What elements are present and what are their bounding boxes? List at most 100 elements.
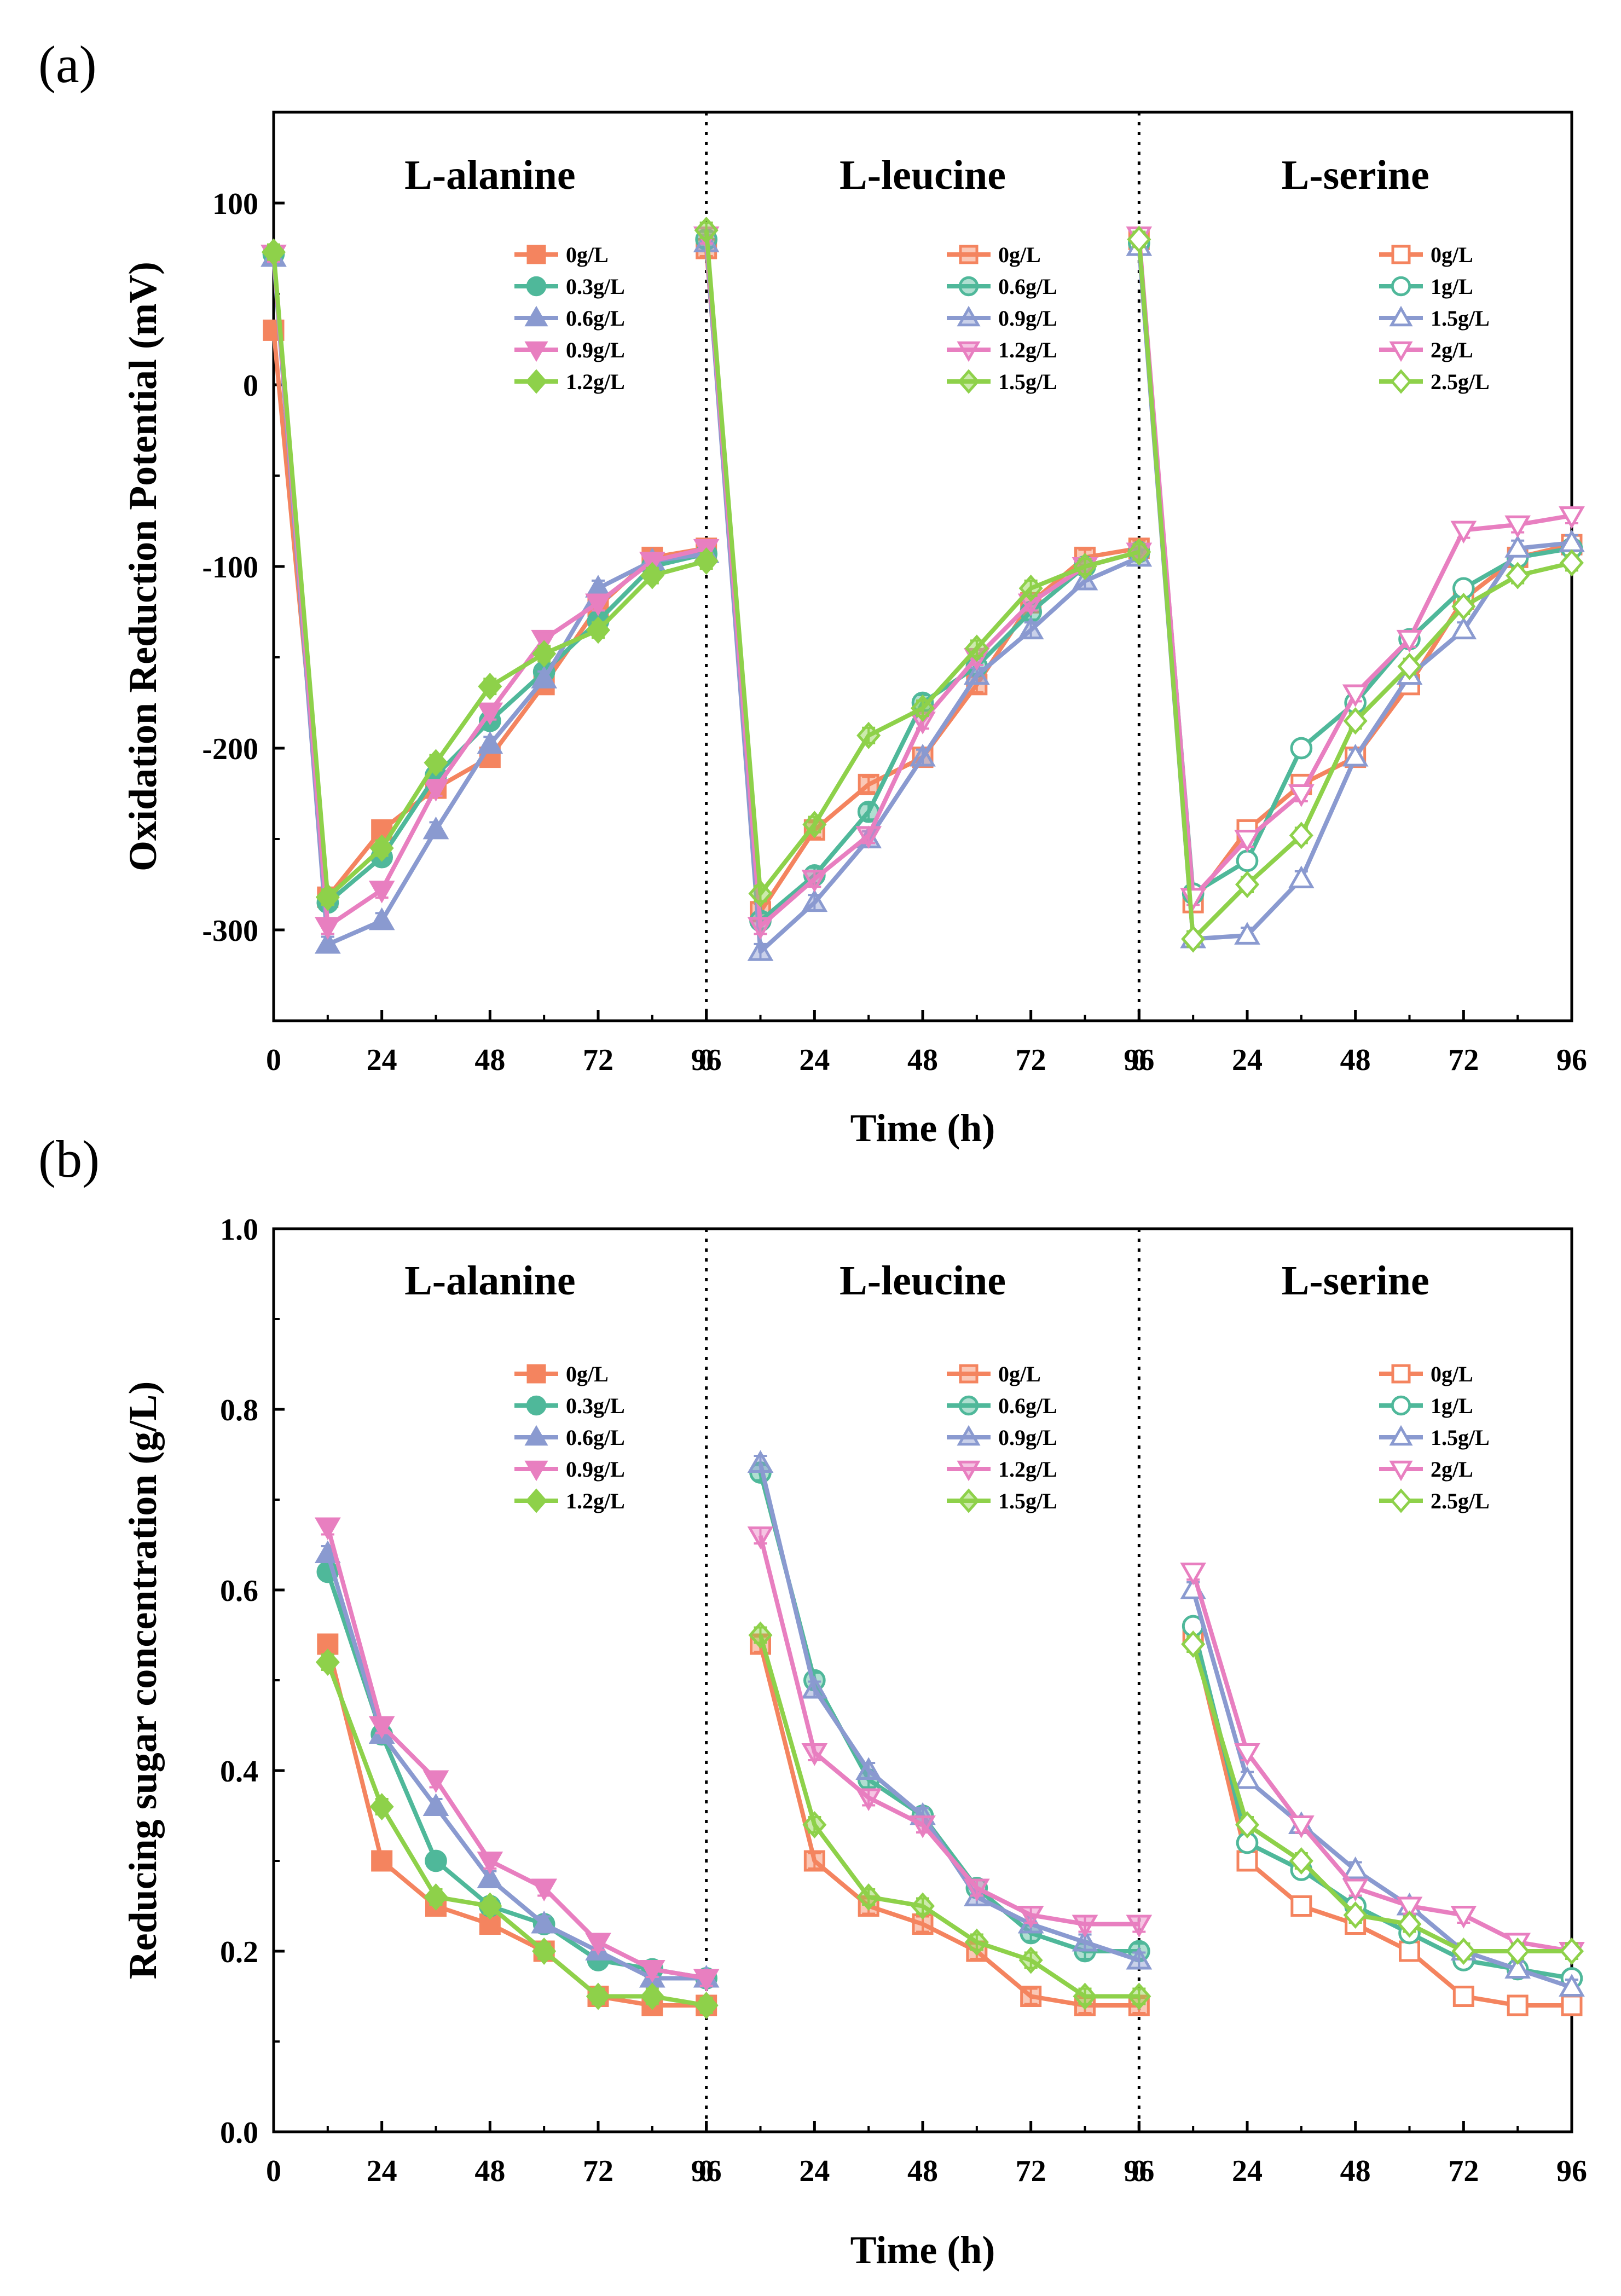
data-point [1559,1974,1585,1997]
x-tick-label: 24 [1232,1043,1263,1077]
data-point [1234,922,1260,945]
legend-marker [526,1364,546,1384]
data-point [314,1517,341,1541]
series-line [271,253,707,929]
data-point [1017,1906,1044,1929]
data-point [477,1852,503,1875]
legend-marker [526,245,546,264]
data-point [368,907,395,930]
data-point [694,1991,719,2020]
y-tick-label: 1.0 [220,1213,258,1247]
data-point [368,1716,395,1739]
legend-marker [526,1395,547,1416]
x-tick-label: 0 [266,2154,281,2188]
series-line [758,1463,1140,1963]
data-point [963,1878,990,1902]
legend-label: 1.5g/L [998,369,1057,394]
series-0.9g/L: 0.9g/L [693,229,1153,961]
series-line [758,1634,1139,1999]
data-point [640,562,664,589]
x-tick-label: 96 [1124,2154,1154,2188]
data-point [1342,1878,1369,1902]
x-tick-label: 72 [1448,1043,1479,1077]
legend-marker [958,369,980,394]
group-l-leucine: 0 24 48 72 96 L-leucine 0g/L 0.6g/L 0.9g/L 1.2g/L… [699,1258,1155,2188]
legend-marker [525,1488,547,1513]
data-point [314,930,341,954]
panel-label: (b) [38,1130,100,1188]
data-point [585,593,611,616]
group-title: L-serine [1282,152,1429,198]
legend-marker [1389,305,1413,327]
x-tick-label: 0 [1131,2154,1147,2188]
data-point [424,749,448,777]
data-point [425,1849,447,1872]
series-line [1137,246,1572,941]
group-l-alanine: 0 24 48 72 96 L-alanine 0g/L 0.3g/L 0.6g/L 0.9g/L… [260,152,722,1077]
data-point [1506,562,1530,589]
legend-label: 0.6g/L [566,1425,625,1450]
legend-label: 1g/L [1431,274,1473,299]
data-point [369,1792,394,1821]
series-line [704,242,1140,954]
data-point [1289,822,1313,849]
group-title: L-alanine [404,152,576,198]
data-point [1234,1766,1260,1789]
data-point [1451,593,1476,621]
legend-label: 0.9g/L [998,306,1057,331]
panel-a: (a) 100 0 -100 -200 -300 Oxidation Reduction P… [38,35,1587,1150]
data-point [532,640,557,668]
x-tick-label: 24 [367,1043,397,1077]
x-tick-label: 48 [1340,2154,1371,2188]
legend-label: 1.2g/L [566,1489,625,1513]
data-point [369,834,394,862]
legend-marker [1391,276,1411,297]
data-point [801,889,828,912]
legend-label: 0.3g/L [566,274,625,299]
series-line [1191,1626,1572,1981]
series-line [271,257,707,947]
data-point [477,731,503,754]
series-line [326,1661,707,2008]
data-point [1504,1956,1531,1979]
legend-label: 0g/L [566,242,609,267]
data-point [1290,737,1313,760]
series-line [704,235,1140,929]
group-title: L-leucine [840,1258,1006,1304]
group-title: L-alanine [404,1258,576,1304]
series-line [326,1571,707,1981]
series-1.2g/L: 1.2g/L [315,1488,719,2020]
series-1.5g/L: 1.5g/L [694,216,1151,907]
x-tick-label: 48 [474,1043,505,1077]
data-point [748,880,773,907]
legend-label: 0.6g/L [566,306,625,331]
legend-label: 0.9g/L [566,1457,625,1482]
y-tick-label: -300 [202,914,258,948]
data-point [801,870,828,893]
data-point [478,1892,502,1920]
data-point [693,1969,720,1992]
data-point [1507,1994,1529,2016]
series-line [704,230,1140,896]
legend-label: 1.2g/L [998,338,1057,362]
legend-label: 1.5g/L [1431,306,1490,331]
y-tick-label: 100 [212,187,258,221]
legend-label: 1.5g/L [998,1489,1057,1513]
data-point [1450,520,1477,544]
data-point [1127,225,1151,253]
series-1.2g/L: 1.2g/L [747,1457,1153,1938]
x-tick-label: 48 [1340,1043,1371,1077]
plot-frame [272,1227,1573,2133]
legend-marker [1391,1364,1411,1384]
data-point [1018,574,1043,602]
data-point [531,1878,558,1902]
data-point [802,1811,827,1839]
series-line [1137,239,1572,905]
legend-marker [958,1395,979,1416]
legend-label: 0.3g/L [566,1393,625,1418]
data-point [478,673,502,701]
data-point [1288,865,1315,888]
x-tick-label: 72 [1448,2154,1479,2188]
plot-frame [272,111,1573,1022]
legend-marker [1391,1395,1411,1416]
